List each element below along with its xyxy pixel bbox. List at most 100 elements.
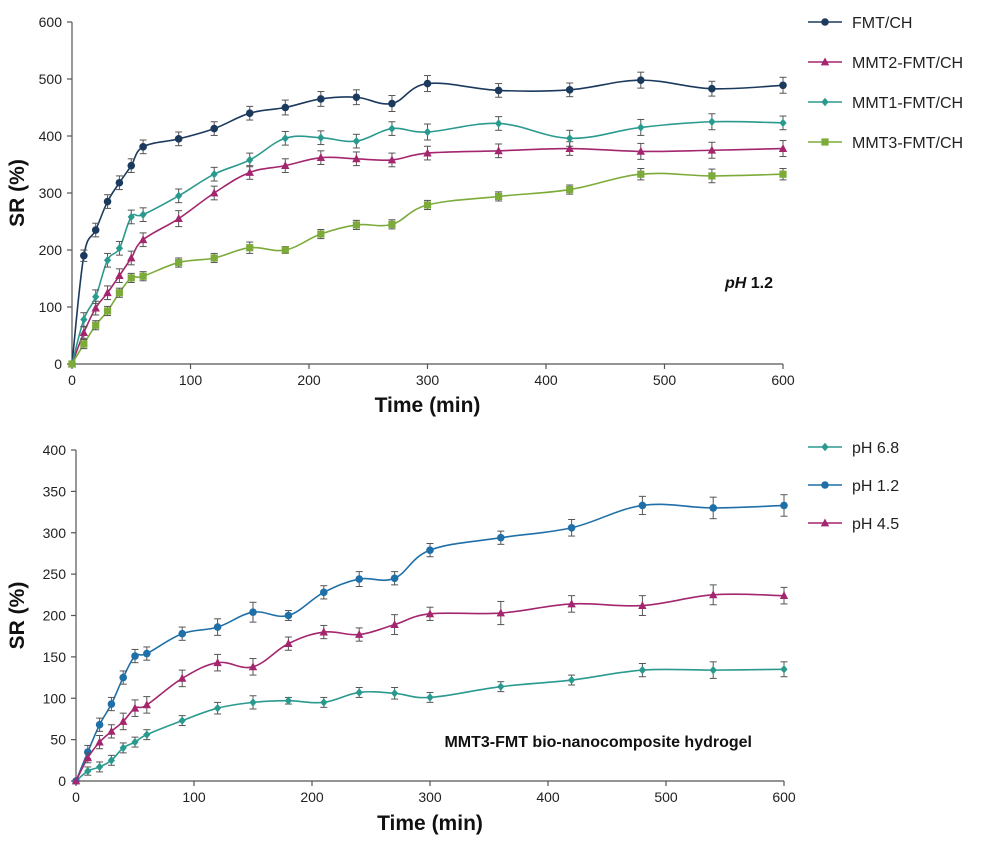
data-point	[317, 95, 325, 103]
legend-label: pH 6.8	[852, 440, 899, 457]
data-point	[391, 689, 399, 698]
data-point	[423, 79, 432, 88]
data-point	[780, 501, 788, 510]
y-tick-label: 200	[43, 608, 67, 624]
y-tick-label: 100	[43, 690, 67, 706]
data-point	[214, 703, 222, 713]
data-point	[245, 167, 254, 176]
legend-entry-ph-1-2: pH 1.2	[808, 478, 899, 495]
data-point	[281, 161, 290, 170]
legend-entry-ph-6-8: pH 6.8	[808, 440, 899, 457]
data-point	[565, 86, 574, 94]
data-point	[248, 662, 258, 671]
data-point	[708, 84, 716, 93]
series-mmt3-fmt-ch	[68, 167, 787, 368]
data-point	[566, 134, 574, 143]
annotation-text: 1.2	[746, 275, 773, 292]
data-point	[115, 271, 124, 280]
x-tick-label: 100	[179, 372, 203, 388]
data-point	[115, 289, 123, 297]
data-point	[494, 86, 503, 95]
y-tick-label: 200	[39, 242, 63, 258]
data-point	[246, 244, 254, 252]
legend-label: MMT1-FMT/CH	[852, 95, 963, 112]
x-tick-label: 0	[68, 372, 76, 388]
data-point	[95, 737, 104, 746]
legend-entry-mmt2-fmt-ch: MMT2-FMT/CH	[808, 55, 963, 72]
series-mmt1-fmt-ch	[68, 113, 787, 369]
legend-label: MMT3-FMT/CH	[852, 135, 963, 152]
data-point	[352, 221, 360, 229]
data-point	[178, 716, 186, 725]
data-point	[210, 124, 218, 133]
data-point	[284, 639, 293, 648]
data-point	[638, 501, 647, 510]
y-tick-label: 50	[50, 732, 66, 748]
data-point	[390, 620, 399, 629]
data-point	[92, 292, 100, 301]
data-point	[91, 226, 100, 234]
legend-label: MMT2-FMT/CH	[852, 55, 963, 72]
data-point	[79, 328, 89, 337]
legend-marker	[821, 442, 829, 452]
series-line	[75, 593, 785, 782]
data-point	[708, 117, 716, 126]
data-point	[249, 608, 257, 616]
data-point	[317, 230, 325, 238]
data-point	[636, 146, 645, 155]
data-point	[497, 682, 505, 691]
data-point	[143, 730, 151, 739]
y-tick-label: 250	[43, 566, 67, 582]
data-point	[284, 696, 292, 705]
data-point	[281, 246, 289, 254]
data-point	[127, 161, 136, 170]
y-tick-label: 350	[43, 483, 67, 499]
data-point	[139, 272, 147, 280]
y-tick-label: 400	[43, 442, 67, 458]
x-tick-label: 500	[653, 372, 677, 388]
x-axis-title: Time (min)	[377, 812, 483, 835]
data-point	[637, 76, 645, 84]
data-point	[320, 698, 328, 707]
series-mmt2-fmt-ch	[67, 140, 788, 368]
data-point	[175, 258, 183, 267]
data-point	[131, 737, 139, 747]
data-point	[174, 135, 183, 143]
data-point	[780, 665, 788, 674]
legend-marker	[821, 481, 829, 489]
x-tick-label: 400	[534, 372, 558, 388]
plot-annotation: pH 1.2	[724, 275, 773, 292]
data-point	[494, 146, 503, 155]
y-axis-title: SR (%)	[6, 582, 29, 650]
data-point	[390, 574, 399, 583]
data-point	[426, 693, 434, 702]
y-tick-label: 100	[39, 299, 63, 315]
data-point	[178, 673, 187, 682]
data-point	[96, 762, 104, 772]
data-point	[142, 700, 151, 709]
data-point	[497, 533, 505, 542]
data-point	[388, 99, 396, 108]
x-tick-label: 0	[72, 789, 80, 805]
data-point	[708, 172, 716, 180]
x-tick-label: 300	[418, 789, 442, 805]
data-point	[95, 720, 104, 729]
series-ph-6-8	[72, 661, 788, 786]
data-point	[320, 588, 328, 597]
data-point	[246, 155, 254, 165]
data-point	[131, 652, 139, 660]
data-point	[637, 123, 645, 132]
x-tick-label: 100	[182, 789, 206, 805]
data-point	[568, 675, 576, 685]
data-point	[210, 188, 219, 197]
data-point	[495, 119, 503, 128]
data-point	[352, 136, 360, 146]
data-point	[565, 144, 574, 152]
data-point	[709, 590, 718, 599]
data-point	[127, 274, 135, 282]
data-point	[119, 673, 127, 682]
legend-entry-fmt-ch: FMT/CH	[808, 15, 912, 32]
data-point	[80, 315, 88, 324]
x-tick-label: 600	[771, 372, 795, 388]
